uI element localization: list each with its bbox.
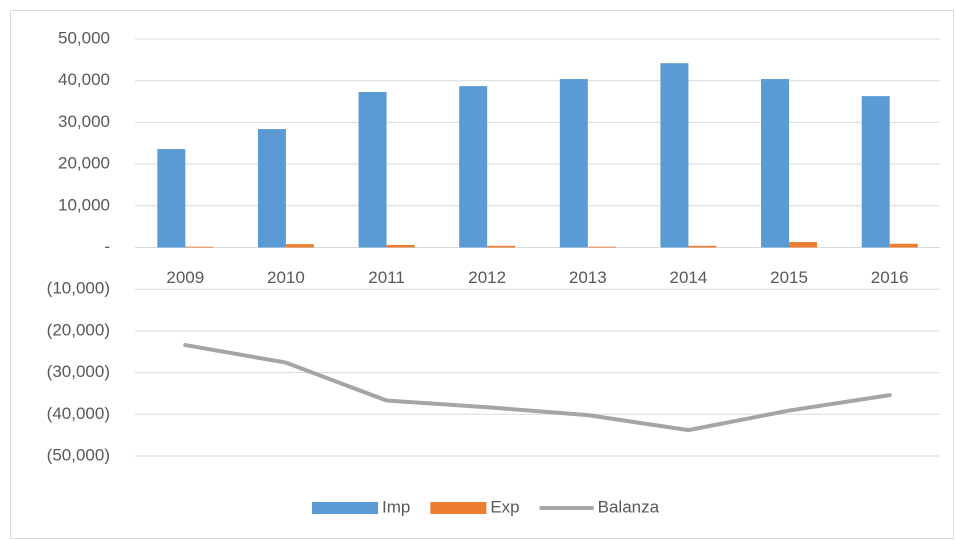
y-tick-label: (50,000) (47, 445, 110, 464)
y-tick-label: (20,000) (47, 320, 110, 339)
bar (185, 246, 214, 248)
bar (688, 245, 717, 248)
bar (285, 244, 314, 248)
line-series (183, 343, 892, 433)
y-tick-label: (40,000) (47, 404, 110, 423)
y-tick-label: 20,000 (58, 154, 110, 173)
bar (358, 91, 387, 248)
bar (459, 86, 488, 248)
x-tick-label: 2010 (267, 268, 305, 287)
y-tick-label: 30,000 (58, 112, 110, 131)
legend-label: Exp (490, 497, 519, 516)
bar (559, 79, 588, 248)
legend-swatch (430, 502, 487, 514)
y-tick-label: 50,000 (58, 28, 110, 47)
bar (587, 246, 616, 248)
y-tick-label: (10,000) (47, 279, 110, 298)
bar (660, 63, 689, 248)
x-tick-label: 2015 (770, 268, 808, 287)
legend-label: Imp (382, 497, 410, 516)
bar (761, 79, 790, 248)
x-tick-label: 2013 (569, 268, 607, 287)
x-tick-label: 2012 (468, 268, 506, 287)
bar (257, 129, 286, 248)
x-tick-label: 2009 (166, 268, 204, 287)
bar (789, 242, 818, 248)
x-tick-label: 2011 (368, 268, 405, 287)
legend-swatch (312, 502, 378, 514)
bar (157, 149, 186, 248)
bar (487, 245, 516, 248)
y-tick-label: 40,000 (58, 70, 110, 89)
y-tick-label: - (104, 237, 110, 256)
x-tick-label: 2016 (871, 268, 909, 287)
legend-label: Balanza (598, 497, 660, 516)
bar (889, 243, 918, 248)
y-tick-label: (30,000) (47, 362, 110, 381)
x-tick-label: 2014 (670, 268, 708, 287)
bar (861, 96, 890, 248)
y-tick-label: 10,000 (58, 195, 110, 214)
bar (386, 244, 415, 248)
